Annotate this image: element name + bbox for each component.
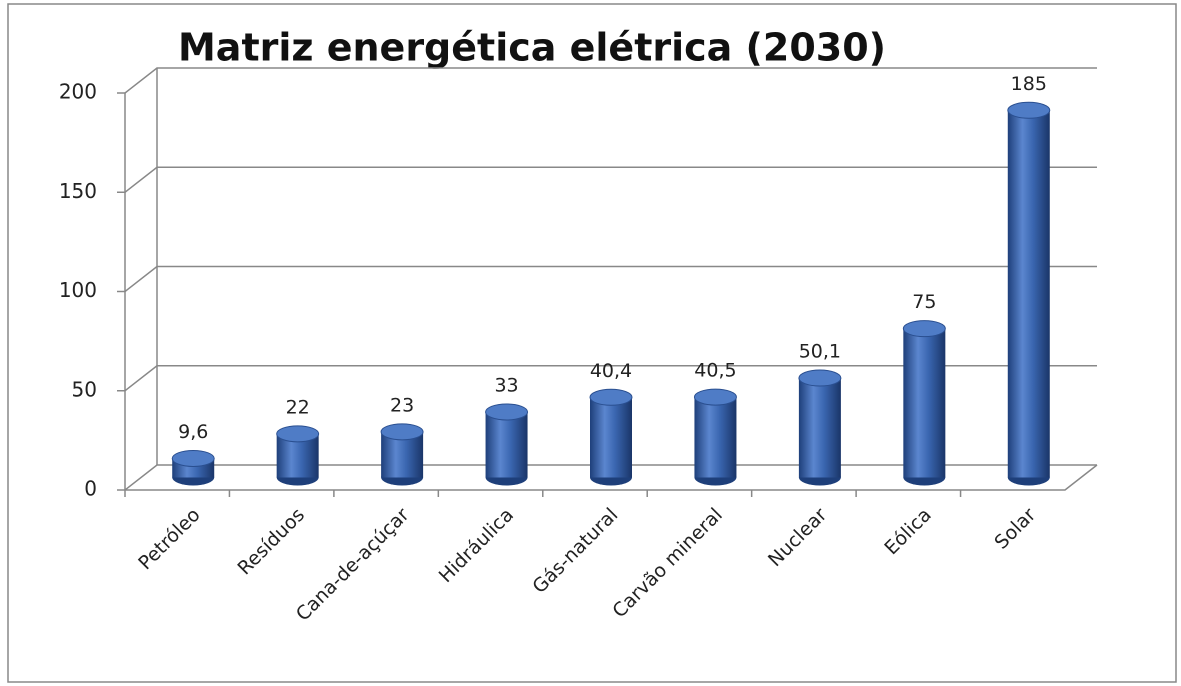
value-label: 75 xyxy=(912,291,936,313)
bar xyxy=(694,397,737,478)
value-label: 50,1 xyxy=(799,341,841,363)
cylinder-top xyxy=(485,403,529,421)
y-tick-label: 100 xyxy=(59,278,97,302)
frame xyxy=(7,3,1177,683)
cylinder-top xyxy=(1007,101,1051,119)
cylinder-top xyxy=(798,369,842,387)
grid-line xyxy=(124,464,1097,491)
bar xyxy=(798,378,841,478)
grid-line xyxy=(124,67,1097,94)
grid-line xyxy=(124,365,1097,392)
value-label: 40,5 xyxy=(694,360,736,382)
cylinder xyxy=(902,320,946,486)
cylinder-top xyxy=(171,449,215,467)
y-tick-label: 150 xyxy=(59,179,97,203)
cylinder-top xyxy=(276,425,320,443)
grid-line xyxy=(124,265,1097,293)
y-tick-label: 200 xyxy=(59,80,97,104)
cylinder xyxy=(380,423,424,486)
value-label: 9,6 xyxy=(178,421,208,443)
value-label: 185 xyxy=(1011,73,1047,95)
value-label: 33 xyxy=(494,374,518,396)
y-tick-label: 50 xyxy=(72,377,97,401)
value-label: 23 xyxy=(390,394,414,416)
grid-line xyxy=(124,166,1097,193)
cylinder xyxy=(276,425,320,486)
bar xyxy=(485,411,528,478)
bar xyxy=(590,397,632,478)
bar xyxy=(1007,110,1050,478)
y-tick-label: 0 xyxy=(84,477,97,501)
cylinder-top xyxy=(380,423,424,441)
chart-title: Matriz energética elétrica (2030) xyxy=(178,26,886,70)
cylinder xyxy=(693,388,737,486)
cylinder xyxy=(485,403,529,486)
cylinder xyxy=(171,449,215,486)
cylinder-top xyxy=(693,388,737,406)
bar xyxy=(903,328,946,478)
value-label: 40,4 xyxy=(590,360,632,382)
cylinder-top xyxy=(589,388,633,406)
cylinder xyxy=(798,369,842,486)
cylinder xyxy=(1007,101,1051,486)
cylinder-top xyxy=(902,320,946,338)
cylinder xyxy=(589,388,633,486)
value-label: 22 xyxy=(286,396,310,418)
